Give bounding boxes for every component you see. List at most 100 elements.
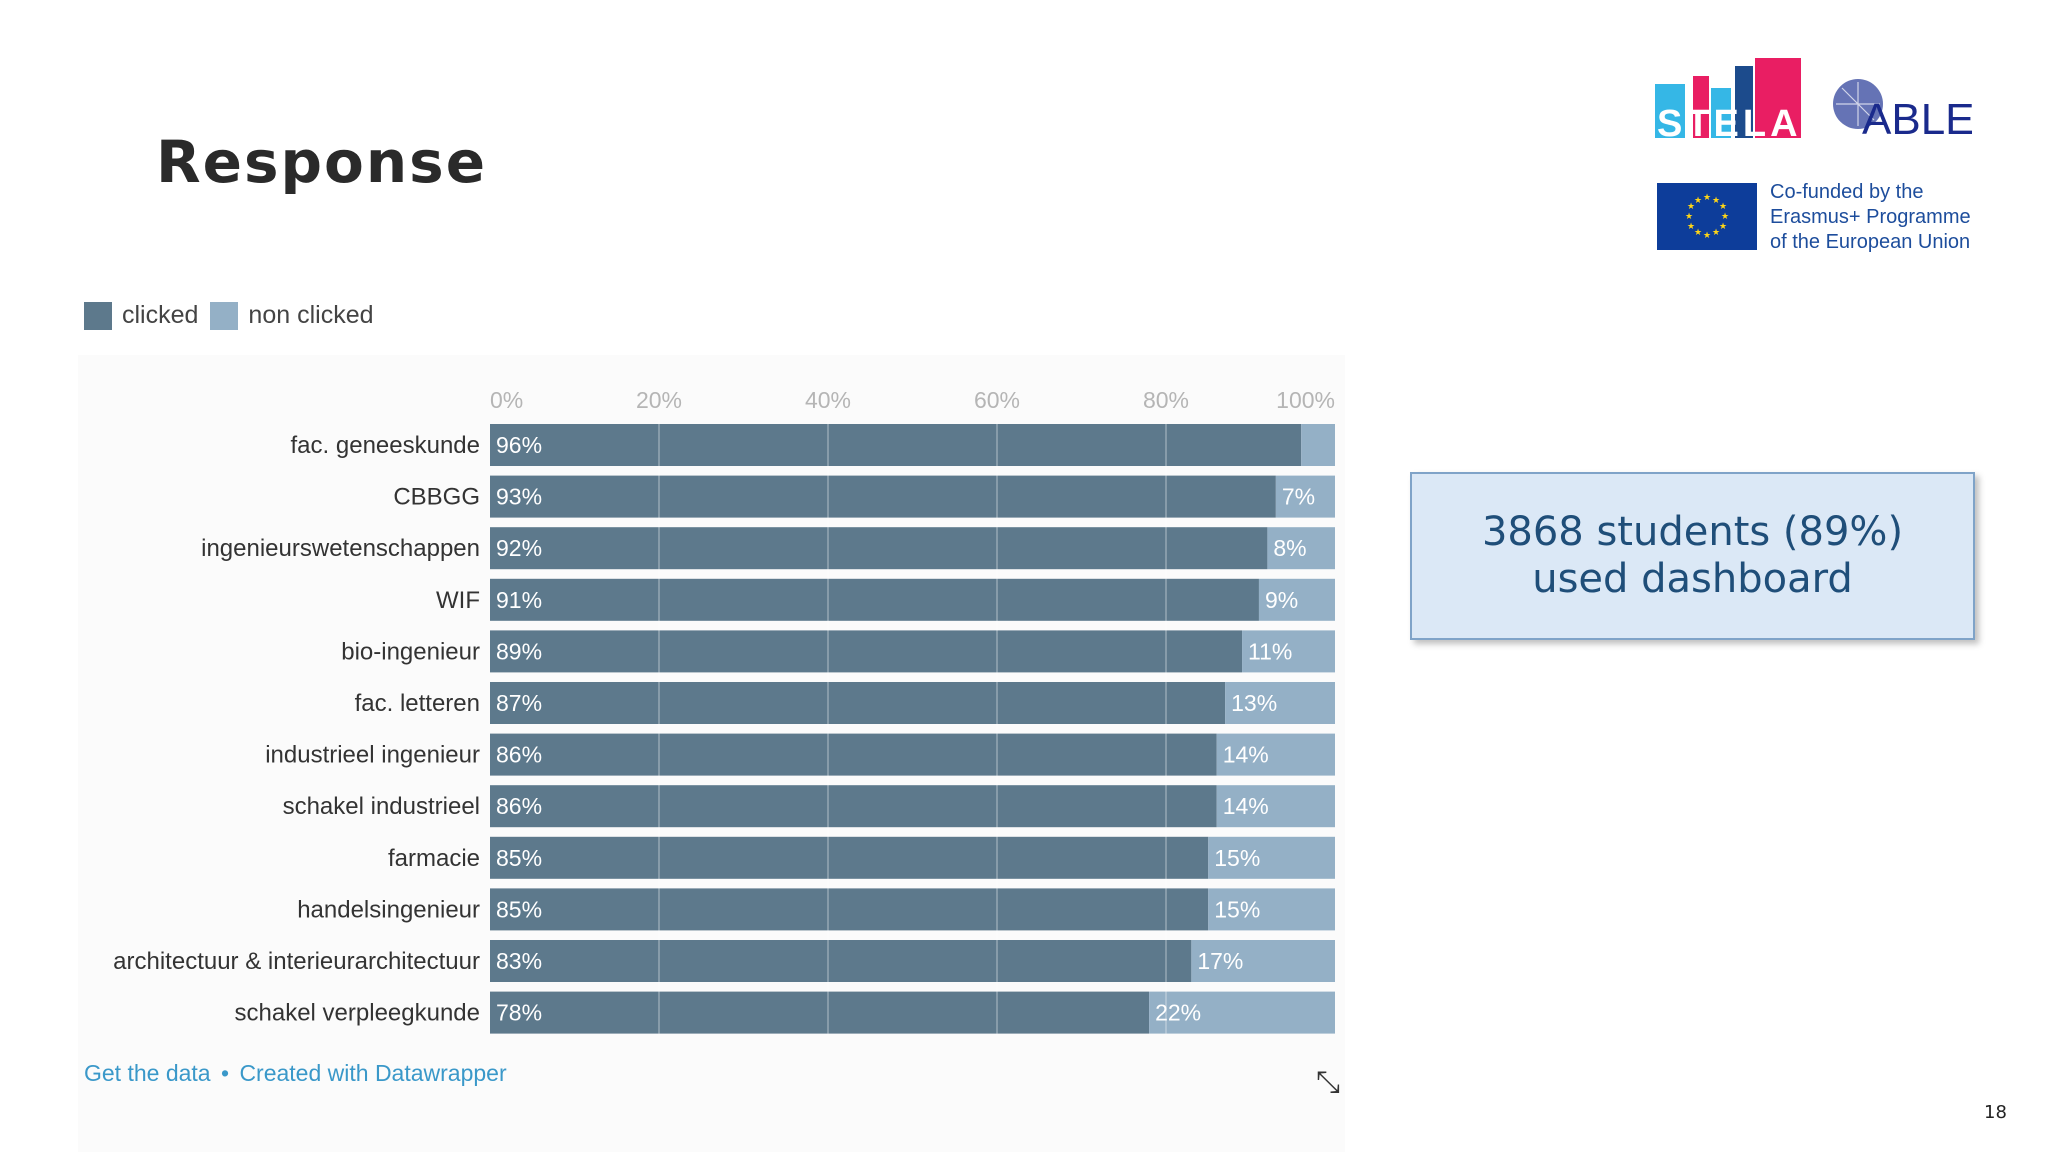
eu-cofunded-text: Co-funded by the Erasmus+ Programme of t… xyxy=(1770,180,1971,255)
svg-text:★: ★ xyxy=(1719,222,1727,232)
footer-separator: • xyxy=(220,1060,230,1086)
category-label: schakel verpleegkunde xyxy=(235,1000,481,1027)
bar-non-clicked xyxy=(1301,424,1335,466)
resize-icon[interactable]: ⤡ xyxy=(1316,1066,1340,1099)
svg-text:ABLE: ABLE xyxy=(1862,95,1972,140)
bar-non-clicked xyxy=(1216,785,1335,828)
data-label-non-clicked: 9% xyxy=(1265,587,1298,613)
bar-clicked xyxy=(490,475,1276,518)
callout-line-2: used dashboard xyxy=(1532,556,1853,602)
data-label-non-clicked: 14% xyxy=(1223,742,1269,768)
data-label-non-clicked: 13% xyxy=(1231,690,1277,716)
bar-clicked xyxy=(490,888,1209,931)
bar-non-clicked xyxy=(1225,682,1335,724)
bar-clicked xyxy=(490,785,1217,828)
legend-label-clicked: clicked xyxy=(122,301,199,329)
category-label: ingenieurswetenschappen xyxy=(201,535,480,562)
data-label-clicked: 87% xyxy=(496,690,542,716)
bar-clicked xyxy=(490,940,1192,982)
data-label-clicked: 86% xyxy=(496,793,542,819)
data-label-non-clicked: 17% xyxy=(1197,948,1243,974)
bar-non-clicked xyxy=(1275,475,1335,518)
x-tick-label: 20% xyxy=(636,387,682,413)
bar-non-clicked xyxy=(1208,888,1335,931)
data-label-clicked: 93% xyxy=(496,484,542,510)
svg-text:★: ★ xyxy=(1694,228,1702,238)
bar-clicked xyxy=(490,424,1302,466)
svg-text:★: ★ xyxy=(1685,212,1693,222)
x-tick-label: 0% xyxy=(490,387,523,413)
category-label: bio-ingenieur xyxy=(341,638,480,665)
x-tick-label: 100% xyxy=(1276,387,1335,413)
bar-non-clicked xyxy=(1149,991,1335,1034)
data-label-non-clicked: 7% xyxy=(1282,484,1315,510)
svg-text:★: ★ xyxy=(1694,196,1702,206)
stela-logo: STELA xyxy=(1655,58,1802,138)
data-label-clicked: 92% xyxy=(496,535,542,561)
x-tick-label: 60% xyxy=(974,387,1020,413)
bar-clicked xyxy=(490,527,1268,570)
data-label-clicked: 83% xyxy=(496,948,542,974)
bar-non-clicked xyxy=(1208,836,1335,879)
chart-legend: clicked non clicked xyxy=(84,301,386,330)
data-label-clicked: 96% xyxy=(496,432,542,458)
slide-title: Response xyxy=(156,128,488,196)
data-label-clicked: 78% xyxy=(496,1000,542,1026)
data-label-clicked: 85% xyxy=(496,896,542,922)
data-label-non-clicked: 14% xyxy=(1223,793,1269,819)
svg-text:STELA: STELA xyxy=(1657,103,1802,138)
bar-clicked xyxy=(490,630,1243,673)
bar-clicked xyxy=(490,836,1209,879)
category-label: architectuur & interieurarchitectuur xyxy=(113,948,480,975)
x-tick-label: 40% xyxy=(805,387,851,413)
data-label-non-clicked: 11% xyxy=(1248,638,1292,664)
able-logo: ABLE xyxy=(1833,79,1972,140)
category-label: farmacie xyxy=(388,845,480,872)
data-label-non-clicked: 15% xyxy=(1214,896,1260,922)
bar-clicked xyxy=(490,733,1217,776)
svg-text:★: ★ xyxy=(1703,231,1711,241)
bar-non-clicked xyxy=(1267,527,1335,570)
category-label: industrieel ingenieur xyxy=(265,742,480,769)
data-label-non-clicked: 15% xyxy=(1214,845,1260,871)
eu-text-line: of the European Union xyxy=(1770,231,1971,253)
svg-text:★: ★ xyxy=(1721,212,1729,222)
data-label-clicked: 85% xyxy=(496,845,542,871)
bar-clicked xyxy=(490,578,1259,621)
category-label: WIF xyxy=(436,587,480,614)
svg-text:★: ★ xyxy=(1687,202,1695,212)
eu-text-line: Erasmus+ Programme xyxy=(1770,206,1971,228)
x-tick-label: 80% xyxy=(1143,387,1189,413)
legend-swatch-clicked xyxy=(84,301,112,330)
bar-clicked xyxy=(490,682,1226,724)
svg-text:★: ★ xyxy=(1712,228,1720,238)
svg-text:★: ★ xyxy=(1719,202,1727,212)
page-number: 18 xyxy=(1984,1102,2007,1123)
eu-text-line: Co-funded by the xyxy=(1770,181,1924,203)
legend-label-non-clicked: non clicked xyxy=(248,301,374,329)
bar-non-clicked xyxy=(1258,578,1335,621)
svg-text:★: ★ xyxy=(1703,193,1711,203)
legend-item-clicked: clicked xyxy=(84,301,198,330)
get-the-data-link[interactable]: Get the data xyxy=(84,1060,211,1086)
category-label: fac. letteren xyxy=(355,690,480,717)
svg-text:★: ★ xyxy=(1687,222,1695,232)
data-label-non-clicked: 8% xyxy=(1273,535,1306,561)
data-label-clicked: 89% xyxy=(496,638,542,664)
bar-non-clicked xyxy=(1242,630,1335,673)
svg-text:★: ★ xyxy=(1712,196,1720,206)
bar-non-clicked xyxy=(1191,940,1335,982)
legend-swatch-non-clicked xyxy=(210,301,239,330)
data-label-non-clicked: 22% xyxy=(1155,1000,1201,1026)
callout-line-1: 3868 students (89%) xyxy=(1481,508,1904,555)
bar-clicked xyxy=(490,991,1150,1034)
legend-item-non-clicked: non clicked xyxy=(210,301,374,330)
category-label: CBBGG xyxy=(393,484,480,511)
category-label: fac. geneeskunde xyxy=(291,432,480,459)
bar-non-clicked xyxy=(1216,733,1335,776)
data-label-clicked: 91% xyxy=(496,587,542,613)
datawrapper-link[interactable]: Created with Datawrapper xyxy=(239,1060,507,1086)
category-label: schakel industrieel xyxy=(283,793,480,820)
category-label: handelsingenieur xyxy=(297,896,480,923)
